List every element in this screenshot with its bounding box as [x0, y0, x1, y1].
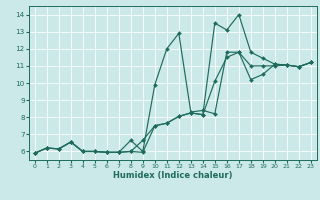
- X-axis label: Humidex (Indice chaleur): Humidex (Indice chaleur): [113, 171, 233, 180]
